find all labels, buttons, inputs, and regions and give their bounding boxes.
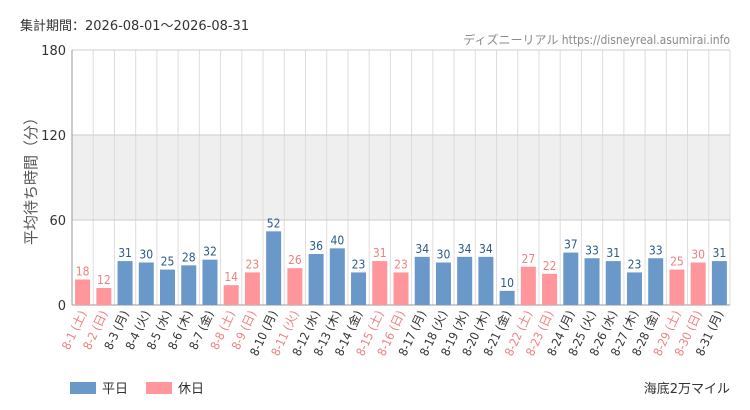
bar (584, 258, 600, 305)
bar (542, 273, 558, 305)
bar (160, 269, 176, 305)
bar-value-label: 40 (330, 233, 344, 247)
bar-value-label: 28 (182, 250, 196, 264)
bar (329, 248, 345, 305)
bar (690, 262, 706, 305)
y-tick-label: 60 (49, 214, 66, 229)
bar (393, 272, 409, 305)
bar (414, 256, 430, 305)
legend: 平日 休日 (70, 378, 204, 397)
bar (626, 272, 642, 305)
bar-value-label: 31 (373, 246, 387, 260)
bar (499, 290, 515, 305)
bar (181, 265, 197, 305)
bar-value-label: 34 (479, 242, 493, 256)
bar-value-label: 23 (628, 257, 642, 271)
shaded-band (72, 135, 730, 220)
bar (223, 285, 239, 305)
period-label: 集計期間：2026-08-01～2026-08-31 (20, 19, 250, 34)
bar-value-label: 22 (543, 259, 557, 273)
bar-value-label: 33 (649, 243, 663, 257)
bar-value-label: 52 (267, 216, 281, 230)
bar-value-label: 18 (76, 265, 90, 279)
bar-value-label: 23 (352, 257, 366, 271)
bar-value-label: 32 (203, 245, 217, 259)
bar (96, 288, 112, 305)
y-tick-label: 120 (41, 129, 66, 144)
bar-value-label: 34 (458, 242, 472, 256)
bar-value-label: 25 (670, 255, 684, 269)
legend-label-weekday: 平日 (102, 382, 129, 397)
bar-value-label: 12 (97, 273, 111, 287)
legend-swatch-holiday (146, 381, 173, 394)
bar-value-label: 27 (521, 252, 535, 266)
bar-value-label: 30 (437, 248, 451, 262)
bar-value-label: 23 (246, 257, 260, 271)
legend-item-holiday: 休日 (146, 378, 204, 397)
bar (669, 269, 685, 305)
bar (648, 258, 664, 305)
bar (435, 262, 451, 305)
bar-value-label: 31 (606, 246, 620, 260)
bar (563, 252, 579, 305)
y-tick-label: 180 (41, 44, 66, 59)
y-axis-title: 平均待ち時間（分） (22, 110, 40, 245)
bar (138, 262, 154, 305)
bar-value-label: 30 (691, 248, 705, 262)
bar (605, 261, 621, 305)
y-tick-label: 0 (58, 299, 66, 314)
bar (287, 268, 303, 305)
bar (351, 272, 367, 305)
bar-value-label: 37 (564, 238, 578, 252)
bar-value-label: 14 (224, 270, 238, 284)
bar (372, 261, 388, 305)
bar-value-label: 25 (161, 255, 175, 269)
legend-label-holiday: 休日 (178, 382, 205, 397)
bar-value-label: 30 (139, 248, 153, 262)
bar-value-label: 10 (500, 276, 514, 290)
bar-value-label: 34 (415, 242, 429, 256)
bar (202, 259, 218, 305)
bar (75, 279, 91, 305)
bar (457, 256, 473, 305)
legend-item-weekday: 平日 (70, 378, 128, 397)
attraction-caption: 海底2万マイル (643, 382, 730, 397)
bar (244, 272, 260, 305)
bar-value-label: 31 (118, 246, 132, 260)
bar-value-label: 36 (309, 239, 323, 253)
bar (266, 231, 282, 305)
bar (117, 261, 133, 305)
bar (520, 266, 536, 305)
bar-value-label: 31 (713, 246, 727, 260)
bar (308, 254, 324, 305)
source-label[interactable]: ディズニーリアル https://disneyreal.asumirai.inf… (463, 33, 730, 47)
bar-value-label: 26 (288, 253, 302, 267)
legend-swatch-weekday (70, 381, 96, 394)
bar-value-label: 23 (394, 257, 408, 271)
bar (711, 261, 727, 305)
bar-value-label: 33 (585, 243, 599, 257)
bar (478, 256, 494, 305)
